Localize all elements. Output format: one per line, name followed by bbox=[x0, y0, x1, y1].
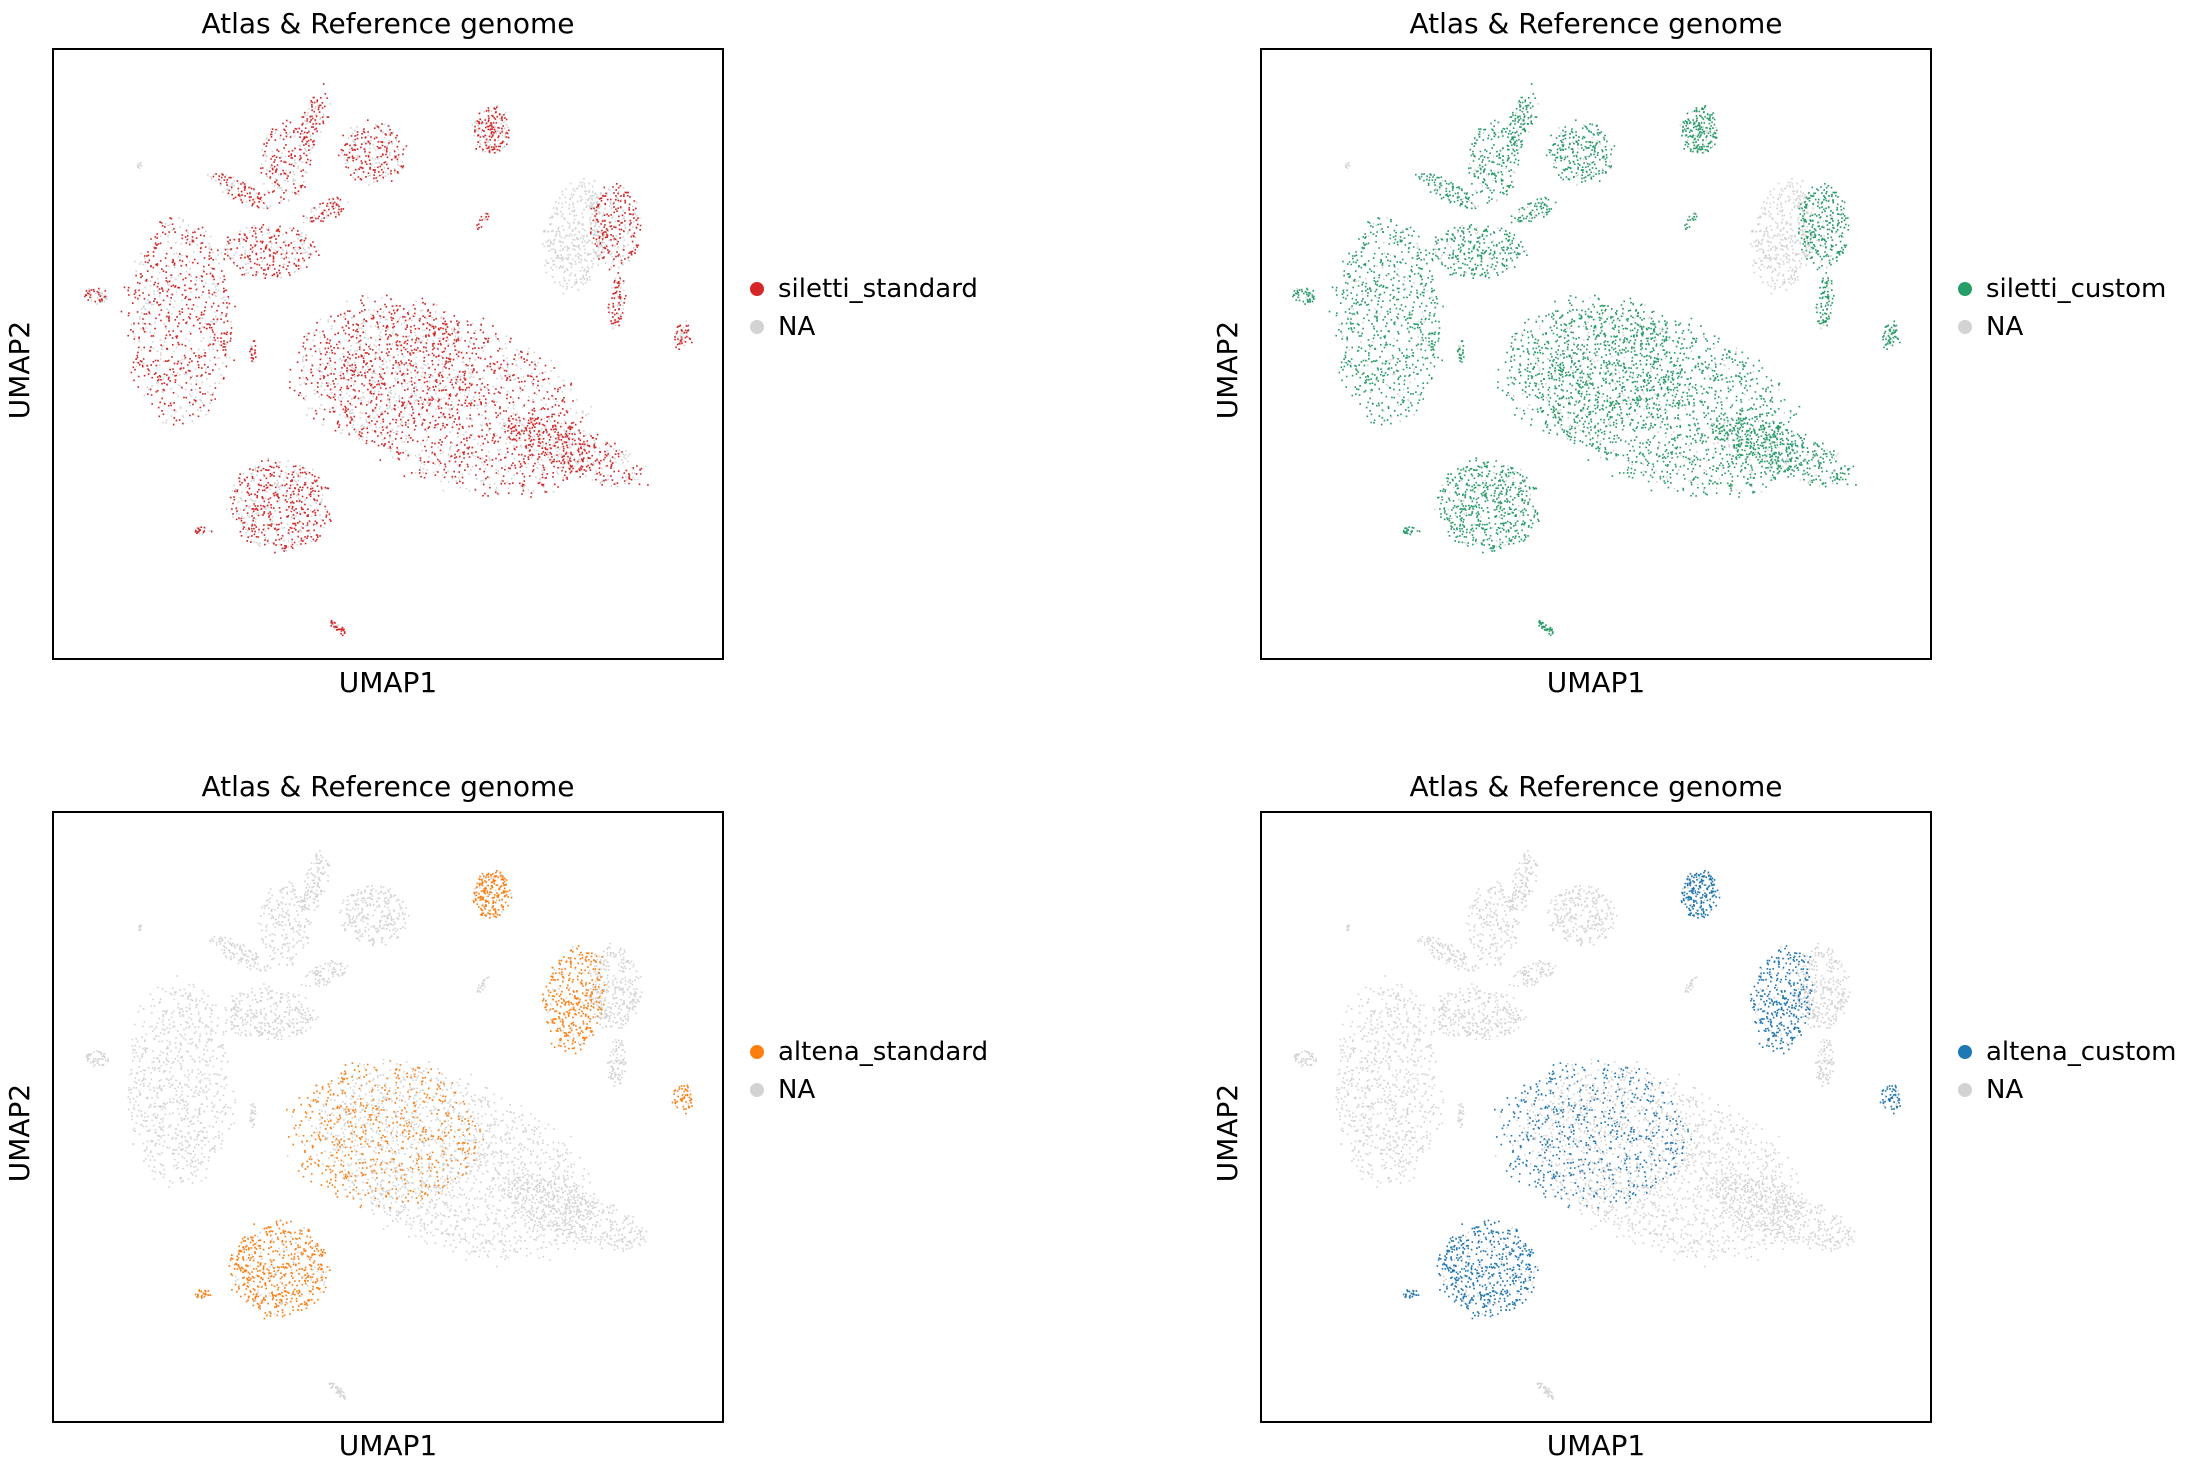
umap-panel-siletti-standard: Atlas & Reference genome UMAP1 UMAP2 sil… bbox=[0, 0, 1060, 720]
scatter-svg bbox=[1292, 83, 1901, 637]
umap-panel-altena-custom: Atlas & Reference genome UMAP1 UMAP2 alt… bbox=[1208, 763, 2193, 1483]
legend-item-highlight: altena_custom bbox=[1958, 1033, 2177, 1071]
legend-marker-icon bbox=[1958, 320, 1972, 334]
legend-marker-icon bbox=[750, 320, 764, 334]
highlight-point-cloud bbox=[1402, 870, 1901, 1320]
highlight-point-cloud bbox=[1292, 83, 1901, 637]
x-axis-label: UMAP1 bbox=[1546, 1429, 1646, 1462]
legend-item-highlight: siletti_custom bbox=[1958, 270, 2166, 308]
legend: siletti_standard NA bbox=[750, 270, 978, 346]
umap-panel-siletti-custom: Atlas & Reference genome UMAP1 UMAP2 sil… bbox=[1208, 0, 2193, 720]
legend-marker-icon bbox=[750, 1045, 764, 1059]
legend-marker-icon bbox=[1958, 1083, 1972, 1097]
legend-label: altena_custom bbox=[1986, 1037, 2177, 1067]
legend-label: NA bbox=[1986, 312, 2024, 342]
legend: altena_standard NA bbox=[750, 1033, 988, 1109]
scatter-svg bbox=[84, 83, 693, 637]
scatter-plot-area bbox=[52, 811, 724, 1423]
highlight-points bbox=[84, 83, 693, 637]
na-point-cloud bbox=[1292, 83, 1901, 637]
legend-item-na: NA bbox=[750, 308, 978, 346]
scatter-svg bbox=[1293, 850, 1901, 1400]
panel-title: Atlas & Reference genome bbox=[201, 770, 575, 803]
legend-label: NA bbox=[1986, 1075, 2024, 1105]
legend-label: NA bbox=[778, 312, 816, 342]
legend-marker-icon bbox=[750, 1083, 764, 1097]
legend-label: NA bbox=[778, 1075, 816, 1105]
legend-label: siletti_custom bbox=[1986, 274, 2167, 304]
legend-label: siletti_standard bbox=[778, 274, 978, 304]
y-axis-label: UMAP2 bbox=[1211, 320, 1244, 420]
y-axis-label: UMAP2 bbox=[3, 320, 36, 420]
x-axis-label: UMAP1 bbox=[338, 666, 438, 699]
scatter-plot-area bbox=[1260, 811, 1932, 1423]
y-axis-label: UMAP2 bbox=[3, 1083, 36, 1183]
legend-label: altena_standard bbox=[778, 1037, 989, 1067]
y-axis-label: UMAP2 bbox=[1211, 1083, 1244, 1183]
panel-title: Atlas & Reference genome bbox=[1409, 770, 1783, 803]
legend: siletti_custom NA bbox=[1958, 270, 2166, 346]
umap-panel-altena-standard: Atlas & Reference genome UMAP1 UMAP2 alt… bbox=[0, 763, 1060, 1483]
scatter-plot-area bbox=[1260, 48, 1932, 660]
scatter-svg bbox=[85, 850, 693, 1400]
highlight-point-cloud bbox=[84, 83, 693, 637]
highlight-point-cloud bbox=[194, 870, 693, 1320]
legend-marker-icon bbox=[1958, 282, 1972, 296]
legend: altena_custom NA bbox=[1958, 1033, 2177, 1109]
x-axis-label: UMAP1 bbox=[1546, 666, 1646, 699]
panel-title: Atlas & Reference genome bbox=[1409, 7, 1783, 40]
legend-marker-icon bbox=[750, 282, 764, 296]
legend-marker-icon bbox=[1958, 1045, 1972, 1059]
scatter-plot-area bbox=[52, 48, 724, 660]
na-point-cloud bbox=[84, 83, 693, 637]
legend-item-highlight: altena_standard bbox=[750, 1033, 988, 1071]
na-points bbox=[1292, 83, 1901, 637]
legend-item-na: NA bbox=[1958, 1071, 2177, 1109]
legend-item-highlight: siletti_standard bbox=[750, 270, 978, 308]
highlight-points bbox=[194, 870, 693, 1320]
panel-title: Atlas & Reference genome bbox=[201, 7, 575, 40]
legend-item-na: NA bbox=[1958, 308, 2166, 346]
legend-item-na: NA bbox=[750, 1071, 988, 1109]
highlight-points bbox=[1292, 83, 1901, 637]
highlight-points bbox=[1402, 870, 1901, 1320]
na-points bbox=[84, 83, 693, 637]
x-axis-label: UMAP1 bbox=[338, 1429, 438, 1462]
